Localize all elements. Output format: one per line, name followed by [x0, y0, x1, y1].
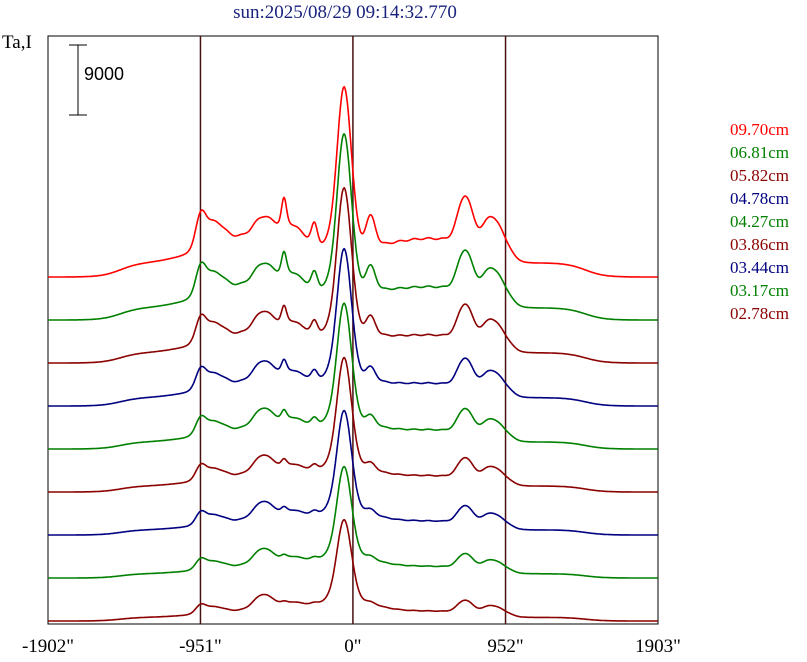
series-line-09.70cm: [48, 85, 658, 278]
series-line-03.44cm: [48, 409, 658, 536]
legend: 09.70cm 06.81cm 05.82cm 04.78cm 04.27cm 03.86…: [730, 118, 789, 325]
scale-bar-label: 9000: [84, 64, 125, 84]
x-tick-label: 0": [344, 636, 362, 657]
series-line-02.78cm: [48, 518, 658, 622]
legend-entry: 09.70cm: [730, 120, 790, 139]
y-axis-label: Ta,I: [2, 32, 32, 53]
series-line-04.27cm: [48, 302, 658, 450]
chart-title: sun:2025/08/29 09:14:32.770: [233, 2, 457, 23]
series-line-04.78cm: [48, 247, 658, 407]
legend-entry: 03.86cm: [730, 235, 790, 254]
series-line-06.81cm: [48, 133, 658, 321]
series-line-03.86cm: [48, 356, 658, 493]
x-tick-label: 1903": [635, 636, 681, 657]
legend-entry: 02.78cm: [730, 304, 790, 323]
legend-entry: 05.82cm: [730, 166, 790, 185]
legend-entry: 04.27cm: [730, 212, 790, 231]
series-line-05.82cm: [48, 186, 658, 364]
legend-entry: 03.17cm: [730, 281, 790, 300]
legend-entry: 04.78cm: [730, 189, 790, 208]
x-tick-label: 952": [487, 636, 524, 657]
legend-entry: 03.44cm: [730, 258, 790, 277]
x-tick-label: -1902": [21, 636, 75, 657]
x-tick-label: -951": [179, 636, 222, 657]
series-line-03.17cm: [48, 465, 658, 579]
legend-entry: 06.81cm: [730, 143, 790, 162]
